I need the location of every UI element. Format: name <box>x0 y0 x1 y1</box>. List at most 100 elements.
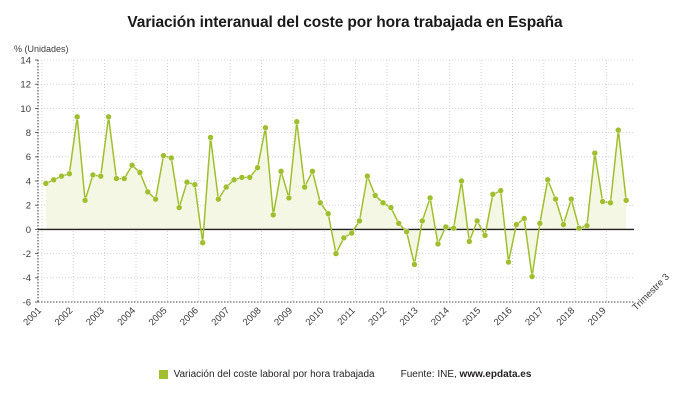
data-point-marker[interactable] <box>285 194 293 202</box>
legend-entry-coste-laboral[interactable]: Variación del coste laboral por hora tra… <box>158 369 375 380</box>
data-point-marker[interactable] <box>168 154 175 162</box>
data-point-marker[interactable] <box>176 204 183 211</box>
data-point-marker[interactable] <box>419 217 426 225</box>
data-point-marker[interactable] <box>528 273 536 280</box>
data-point-marker[interactable] <box>215 196 222 203</box>
data-point-marker[interactable] <box>113 175 120 182</box>
data-point-marker[interactable] <box>513 221 520 228</box>
data-point-marker[interactable] <box>66 170 73 177</box>
data-point-marker[interactable] <box>81 197 89 204</box>
data-point-marker[interactable] <box>481 232 489 239</box>
data-point-marker[interactable] <box>442 223 449 231</box>
data-point-marker[interactable] <box>489 191 496 198</box>
data-point-marker[interactable] <box>411 261 418 268</box>
data-point-marker[interactable] <box>136 169 144 176</box>
data-point-marker[interactable] <box>497 187 504 194</box>
data-point-marker[interactable] <box>536 220 543 227</box>
data-point-marker[interactable] <box>615 127 622 134</box>
data-point-marker[interactable] <box>607 199 614 206</box>
data-point-marker[interactable] <box>568 196 575 203</box>
data-point-marker[interactable] <box>191 181 198 188</box>
data-point-marker[interactable] <box>199 239 206 246</box>
y-axis-tick-label: -6 <box>23 297 31 308</box>
y-axis-tick-label: 14 <box>20 55 31 66</box>
data-point-marker[interactable] <box>144 188 151 195</box>
data-point-marker[interactable] <box>230 176 238 183</box>
data-point-marker[interactable] <box>395 220 402 227</box>
data-point-marker[interactable] <box>544 176 551 183</box>
data-point-marker[interactable] <box>332 250 340 257</box>
x-axis-tick-label: 2015 <box>460 305 483 328</box>
data-point-marker[interactable] <box>309 168 316 175</box>
data-point-marker[interactable] <box>50 176 57 183</box>
data-point-marker[interactable] <box>505 258 512 266</box>
data-point-marker[interactable] <box>254 164 261 171</box>
data-point-marker[interactable] <box>356 217 363 225</box>
data-point-marker[interactable] <box>372 192 379 199</box>
x-axis-tick-label: 2012 <box>366 305 389 328</box>
series-area-fill <box>45 116 627 277</box>
data-point-marker[interactable] <box>270 211 277 218</box>
x-axis-tick-label: 2005 <box>147 305 170 328</box>
data-point-marker[interactable] <box>521 215 528 222</box>
data-point-marker[interactable] <box>160 152 167 159</box>
x-axis-tick-label: 2011 <box>335 305 357 327</box>
y-axis-tick-label: -4 <box>23 273 31 284</box>
x-axis-tick-label: 2013 <box>398 305 421 328</box>
data-point-marker[interactable] <box>301 183 308 191</box>
data-point-marker[interactable] <box>591 150 598 157</box>
x-axis-tick-label: 2018 <box>555 305 578 328</box>
data-point-marker[interactable] <box>278 168 285 175</box>
data-point-marker[interactable] <box>458 177 465 185</box>
data-point-marker[interactable] <box>387 204 394 211</box>
data-point-marker[interactable] <box>403 228 410 235</box>
data-point-marker[interactable] <box>317 199 324 206</box>
data-point-marker[interactable] <box>105 113 112 120</box>
x-axis-tick-label: 2004 <box>115 305 138 328</box>
y-axis-tick-label: 2 <box>26 201 31 212</box>
data-point-marker[interactable] <box>183 179 191 186</box>
y-axis-tick-label: 4 <box>26 176 31 187</box>
source-prefix: Fuente: INE, <box>400 369 460 380</box>
data-point-marker[interactable] <box>89 171 96 179</box>
data-point-marker[interactable] <box>474 217 481 225</box>
data-point-marker[interactable] <box>434 240 442 248</box>
data-point-marker[interactable] <box>427 194 434 202</box>
data-point-marker[interactable] <box>325 210 332 217</box>
x-axis-tick-label: 2017 <box>523 305 546 328</box>
data-point-marker[interactable] <box>560 221 567 228</box>
data-point-marker[interactable] <box>583 222 591 229</box>
data-point-marker[interactable] <box>340 234 347 241</box>
y-axis-tick-label: -2 <box>23 249 31 260</box>
data-point-marker[interactable] <box>58 173 65 180</box>
data-point-marker[interactable] <box>129 162 136 169</box>
data-point-marker[interactable] <box>238 174 245 181</box>
data-point-marker[interactable] <box>262 124 269 131</box>
data-point-marker[interactable] <box>379 199 387 206</box>
y-axis-tick-label: 10 <box>20 104 31 115</box>
data-point-marker[interactable] <box>42 180 49 187</box>
data-point-marker[interactable] <box>576 225 583 232</box>
data-point-marker[interactable] <box>599 198 606 205</box>
data-point-marker[interactable] <box>74 113 81 120</box>
data-point-marker[interactable] <box>450 225 457 232</box>
data-point-marker[interactable] <box>623 197 630 204</box>
x-axis-tick-label: 2010 <box>304 305 327 328</box>
data-point-marker[interactable] <box>466 238 473 245</box>
x-axis-tick-label: 2007 <box>210 305 233 328</box>
data-point-marker[interactable] <box>223 183 230 191</box>
data-point-marker[interactable] <box>364 173 371 180</box>
data-point-marker[interactable] <box>121 175 128 182</box>
data-point-marker[interactable] <box>293 118 300 125</box>
x-axis-tick-label: 2014 <box>429 305 452 328</box>
chart-title: Variación interanual del coste por hora … <box>127 14 563 31</box>
data-point-marker[interactable] <box>552 196 559 203</box>
data-point-marker[interactable] <box>97 173 104 180</box>
y-axis-tick-label: 0 <box>26 225 31 236</box>
data-point-marker[interactable] <box>207 134 214 141</box>
data-point-marker[interactable] <box>348 229 355 237</box>
data-point-marker[interactable] <box>152 196 159 203</box>
y-axis-tick-label: 6 <box>26 152 31 163</box>
data-point-marker[interactable] <box>246 174 253 181</box>
